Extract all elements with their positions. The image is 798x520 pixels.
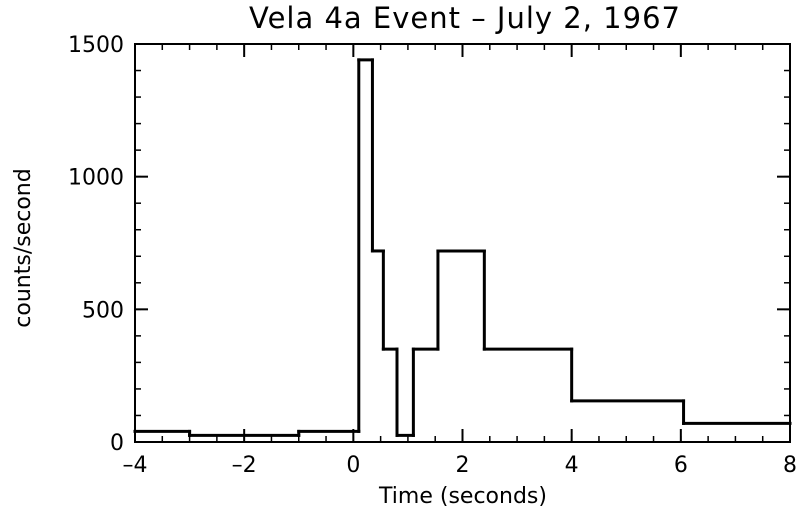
plot-area: –4 –2 0 2 4 6 8 0 500 1000 1500 [68, 33, 797, 478]
y-tick-label: 1000 [68, 166, 124, 191]
chart-title: Vela 4a Event – July 2, 1967 [249, 1, 681, 35]
y-tick-label: 0 [110, 431, 124, 456]
x-tick-label: 0 [346, 453, 360, 478]
y-tick-label: 500 [82, 298, 124, 323]
plot-frame [134, 43, 791, 443]
x-tick-label: –2 [232, 453, 257, 478]
y-axis-label: counts/second [11, 168, 36, 327]
x-tick-label: 4 [565, 453, 579, 478]
x-tick-label: 8 [783, 453, 797, 478]
y-tick-label: 1500 [68, 33, 124, 58]
x-axis-label: Time (seconds) [378, 484, 547, 509]
x-tick-label: 2 [456, 453, 470, 478]
x-tick-label: –4 [123, 453, 148, 478]
x-tick-label: 6 [674, 453, 688, 478]
